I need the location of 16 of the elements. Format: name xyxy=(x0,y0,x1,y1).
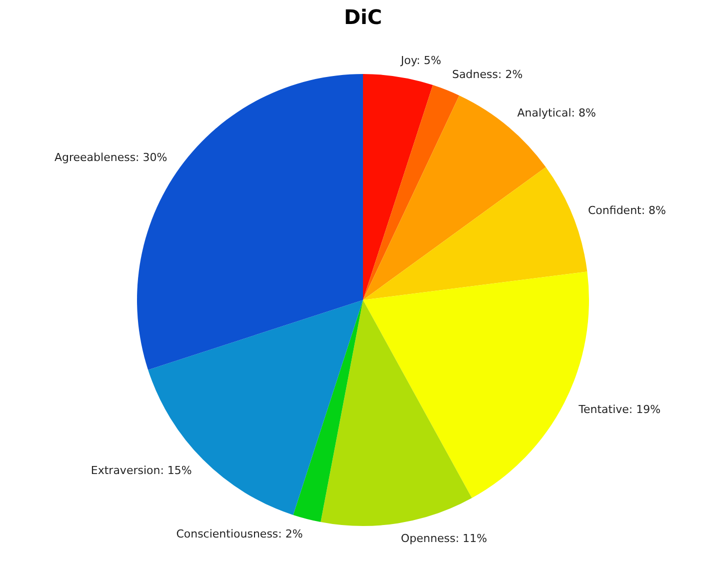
pie-slice xyxy=(363,167,588,300)
pie-slice xyxy=(137,74,363,370)
slice-label: Joy: 5% xyxy=(400,54,442,67)
slice-label: Tentative: 19% xyxy=(578,402,661,416)
slice-label: Openness: 11% xyxy=(400,532,488,546)
slice-label: Analytical: 8% xyxy=(517,106,596,120)
pie-slice xyxy=(320,300,472,526)
slice-label: Agreeableness: 30% xyxy=(54,150,168,164)
pie-slice xyxy=(363,85,460,300)
slice-label: Sadness: 2% xyxy=(452,68,523,81)
chart-title: DiC xyxy=(344,5,382,29)
slice-label: Confident: 8% xyxy=(588,204,666,217)
slice-label: Extraversion: 15% xyxy=(90,464,192,478)
pie-slice xyxy=(363,74,433,300)
pie-slice xyxy=(293,300,363,522)
slice-label: Conscientiousness: 2% xyxy=(176,527,303,540)
